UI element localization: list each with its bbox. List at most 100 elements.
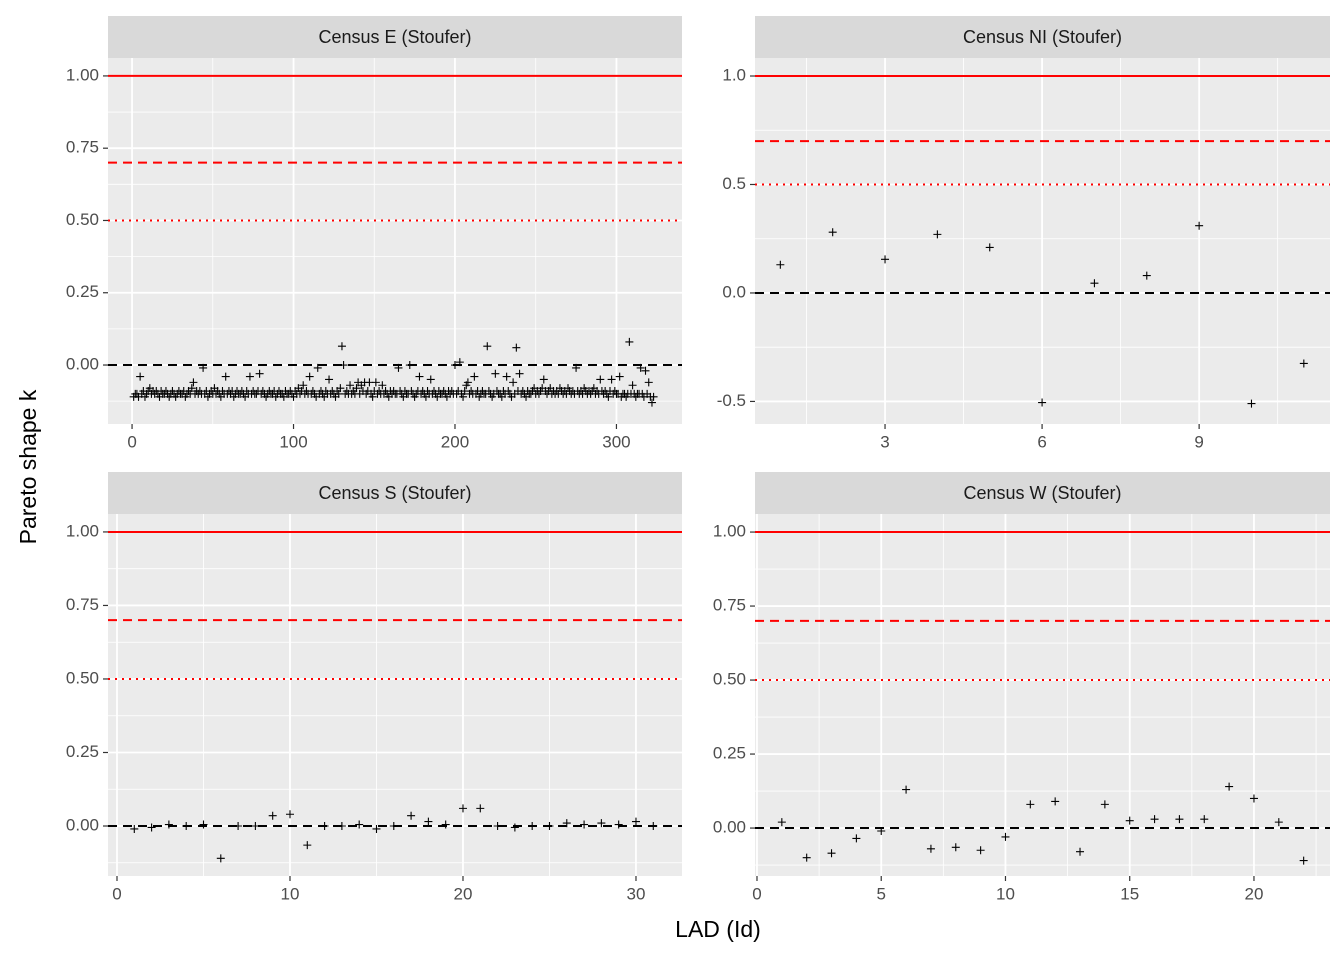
point: [234, 822, 243, 831]
point: [136, 372, 145, 381]
point: [405, 361, 414, 370]
x-tick-label: 0: [752, 884, 761, 903]
point: [976, 846, 985, 855]
point: [852, 834, 861, 843]
point: [509, 378, 518, 387]
point: [491, 369, 500, 378]
point: [1125, 816, 1134, 825]
point: [268, 811, 277, 820]
x-tick-label: 3: [880, 432, 889, 451]
x-tick-label: 6: [1037, 432, 1046, 451]
y-tick-label: 0.00: [713, 818, 746, 837]
point: [337, 822, 346, 831]
y-tick-label: 0.5: [722, 174, 746, 193]
point: [1274, 818, 1283, 827]
point: [470, 372, 479, 381]
x-tick-label: 100: [279, 432, 307, 451]
point: [562, 819, 571, 828]
point: [441, 820, 450, 829]
x-axis-title: LAD (Id): [675, 916, 761, 942]
point: [1142, 271, 1151, 280]
point: [493, 822, 502, 831]
x-tick-label: 30: [627, 884, 646, 903]
point: [604, 392, 613, 401]
point: [1076, 847, 1085, 856]
strip-title: Census E (Stoufer): [318, 27, 471, 47]
x-tick-label: 10: [996, 884, 1015, 903]
y-tick-label: 0.25: [713, 744, 746, 763]
point: [199, 363, 208, 372]
strip: [755, 472, 1330, 514]
point: [777, 818, 786, 827]
point: [463, 378, 472, 387]
point: [407, 811, 416, 820]
panel: [755, 514, 1330, 876]
point: [828, 228, 837, 237]
point: [1026, 800, 1035, 809]
point: [1200, 815, 1209, 824]
x-tick-label: 10: [281, 884, 300, 903]
point: [164, 820, 173, 829]
point: [415, 372, 424, 381]
point: [216, 854, 225, 863]
y-axis-title: Pareto shape k: [15, 389, 41, 544]
point: [352, 384, 361, 393]
point: [1175, 815, 1184, 824]
point: [459, 392, 468, 401]
point: [305, 372, 314, 381]
point: [378, 381, 387, 390]
point: [130, 824, 139, 833]
point: [1038, 398, 1047, 407]
y-tick-label: 1.00: [66, 65, 99, 84]
x-tick-label: 0: [112, 884, 121, 903]
x-tick-label: 300: [602, 432, 630, 451]
y-tick-label: 1.0: [722, 65, 746, 84]
point: [336, 384, 345, 393]
point: [245, 372, 254, 381]
y-tick-label: 0.0: [722, 282, 746, 301]
point: [614, 820, 623, 829]
point: [147, 823, 156, 832]
point: [1247, 399, 1256, 408]
point: [539, 375, 548, 384]
point: [1150, 815, 1159, 824]
point: [528, 822, 537, 831]
y-tick-label: 0.25: [66, 282, 99, 301]
point: [649, 822, 658, 831]
point: [1090, 279, 1099, 288]
y-tick-label: 0.25: [66, 742, 99, 761]
point: [636, 363, 645, 372]
y-tick-label: 0.50: [66, 210, 99, 229]
point: [951, 843, 960, 852]
point: [628, 381, 637, 390]
panel: [108, 58, 682, 424]
point: [337, 342, 346, 351]
point: [371, 378, 380, 387]
point: [1051, 797, 1060, 806]
point: [1001, 832, 1010, 841]
point: [827, 849, 836, 858]
y-tick-label: 0.00: [66, 355, 99, 374]
point: [926, 844, 935, 853]
point: [1299, 359, 1308, 368]
point: [339, 361, 348, 370]
point: [933, 230, 942, 239]
point: [597, 819, 606, 828]
point: [346, 381, 355, 390]
point: [199, 820, 208, 829]
y-tick-label: 0.75: [66, 138, 99, 157]
point: [1249, 794, 1258, 803]
point: [877, 827, 886, 836]
point: [631, 817, 640, 826]
x-tick-label: 15: [1120, 884, 1139, 903]
point: [649, 392, 658, 401]
point: [502, 372, 511, 381]
point: [372, 824, 381, 833]
point: [189, 378, 198, 387]
y-tick-label: 1.00: [66, 521, 99, 540]
point: [303, 841, 312, 850]
point: [515, 369, 524, 378]
point: [641, 366, 650, 375]
point: [580, 820, 589, 829]
point: [615, 372, 624, 381]
